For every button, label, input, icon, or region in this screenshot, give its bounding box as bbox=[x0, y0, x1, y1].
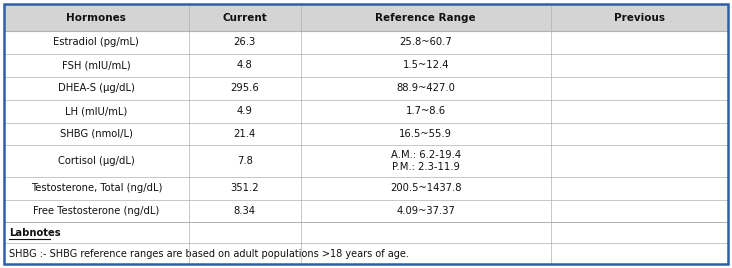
Text: DHEA-S (µg/dL): DHEA-S (µg/dL) bbox=[58, 83, 135, 93]
Bar bbox=[4, 77, 728, 100]
Text: 351.2: 351.2 bbox=[231, 183, 259, 193]
Text: A.M.: 6.2-19.4
P.M.: 2.3-11.9: A.M.: 6.2-19.4 P.M.: 2.3-11.9 bbox=[391, 150, 460, 172]
Text: Previous: Previous bbox=[614, 13, 665, 23]
Text: Hormones: Hormones bbox=[67, 13, 126, 23]
Text: 1.7~8.6: 1.7~8.6 bbox=[406, 106, 446, 116]
Bar bbox=[4, 31, 728, 54]
Bar bbox=[4, 222, 728, 243]
Text: 295.6: 295.6 bbox=[231, 83, 259, 93]
Bar bbox=[4, 199, 728, 222]
Text: 200.5~1437.8: 200.5~1437.8 bbox=[390, 183, 461, 193]
Bar bbox=[4, 54, 728, 77]
Bar bbox=[4, 100, 728, 122]
Bar bbox=[4, 122, 728, 146]
Text: 7.8: 7.8 bbox=[236, 156, 253, 166]
Text: LH (mIU/mL): LH (mIU/mL) bbox=[65, 106, 127, 116]
Text: FSH (mIU/mL): FSH (mIU/mL) bbox=[62, 60, 130, 70]
Text: SHBG (nmol/L): SHBG (nmol/L) bbox=[60, 129, 132, 139]
Text: 25.8~60.7: 25.8~60.7 bbox=[400, 38, 452, 47]
Text: 8.34: 8.34 bbox=[234, 206, 255, 216]
Text: Cortisol (µg/dL): Cortisol (µg/dL) bbox=[58, 156, 135, 166]
Text: 88.9~427.0: 88.9~427.0 bbox=[396, 83, 455, 93]
Text: Labnotes: Labnotes bbox=[9, 228, 61, 238]
Bar bbox=[4, 243, 728, 264]
Text: 4.9: 4.9 bbox=[236, 106, 253, 116]
Text: 1.5~12.4: 1.5~12.4 bbox=[403, 60, 449, 70]
Text: SHBG :- SHBG reference ranges are based on adult populations >18 years of age.: SHBG :- SHBG reference ranges are based … bbox=[9, 249, 409, 259]
Text: Current: Current bbox=[223, 13, 267, 23]
Bar bbox=[4, 177, 728, 199]
Text: Free Testosterone (ng/dL): Free Testosterone (ng/dL) bbox=[33, 206, 160, 216]
Text: 21.4: 21.4 bbox=[234, 129, 256, 139]
Bar bbox=[4, 4, 728, 31]
Text: Testosterone, Total (ng/dL): Testosterone, Total (ng/dL) bbox=[31, 183, 162, 193]
Text: 26.3: 26.3 bbox=[234, 38, 256, 47]
Text: 4.8: 4.8 bbox=[237, 60, 253, 70]
Text: Reference Range: Reference Range bbox=[376, 13, 476, 23]
Bar bbox=[4, 146, 728, 177]
Text: Estradiol (pg/mL): Estradiol (pg/mL) bbox=[53, 38, 139, 47]
Text: 16.5~55.9: 16.5~55.9 bbox=[399, 129, 452, 139]
Text: 4.09~37.37: 4.09~37.37 bbox=[396, 206, 455, 216]
